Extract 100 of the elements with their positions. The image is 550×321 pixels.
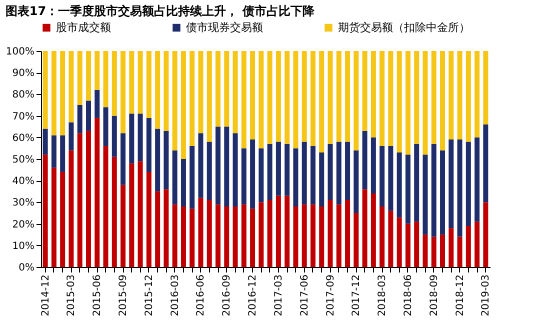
bar bbox=[380, 146, 385, 207]
bar bbox=[396, 152, 402, 218]
bar bbox=[440, 150, 446, 235]
bar bbox=[276, 142, 281, 196]
bar bbox=[224, 126, 230, 207]
bar bbox=[164, 51, 169, 131]
bar bbox=[336, 51, 342, 142]
bar bbox=[129, 51, 134, 114]
bar bbox=[466, 142, 471, 226]
bar bbox=[103, 146, 108, 267]
bar bbox=[190, 208, 195, 267]
bar bbox=[396, 51, 402, 153]
x-tick-label: 2019-03 bbox=[480, 274, 492, 316]
bar bbox=[68, 150, 74, 267]
bar bbox=[112, 116, 117, 157]
bar bbox=[362, 130, 368, 190]
bar bbox=[138, 114, 143, 162]
bar bbox=[388, 51, 394, 146]
bar bbox=[216, 51, 221, 127]
bar bbox=[180, 206, 186, 267]
bar bbox=[51, 135, 56, 168]
bar bbox=[405, 154, 410, 224]
bar bbox=[250, 51, 256, 140]
y-tick-label: 20% bbox=[12, 219, 34, 230]
bar bbox=[129, 114, 134, 164]
bar bbox=[440, 51, 446, 150]
bar bbox=[345, 51, 350, 142]
bar bbox=[94, 51, 100, 90]
x-tick-label: 2018-12 bbox=[454, 274, 466, 316]
bar bbox=[422, 234, 428, 267]
bar bbox=[319, 206, 324, 267]
bar bbox=[284, 144, 290, 196]
bar bbox=[206, 142, 212, 200]
y-tick-label: 50% bbox=[12, 154, 34, 166]
bar bbox=[336, 142, 342, 204]
x-tick-label: 2018-09 bbox=[428, 274, 440, 316]
bar bbox=[258, 148, 264, 202]
bar bbox=[310, 51, 316, 146]
bar bbox=[224, 51, 230, 127]
legend-label: 期货交易额（扣除中金所） bbox=[338, 20, 470, 34]
bar bbox=[422, 51, 428, 155]
bar bbox=[276, 51, 281, 142]
y-tick-label: 60% bbox=[12, 132, 34, 144]
bar bbox=[94, 90, 100, 118]
bar bbox=[206, 51, 212, 142]
x-tick-label: 2015-12 bbox=[144, 274, 155, 316]
bar bbox=[440, 234, 446, 267]
bar bbox=[293, 51, 298, 148]
bar bbox=[60, 172, 66, 267]
bar bbox=[258, 202, 264, 267]
bar bbox=[77, 51, 82, 105]
bar bbox=[354, 51, 359, 150]
x-tick-label: 2017-06 bbox=[299, 274, 310, 316]
bar bbox=[138, 51, 143, 114]
bar bbox=[310, 146, 316, 204]
bar bbox=[354, 150, 359, 213]
bar bbox=[180, 51, 186, 159]
bar bbox=[146, 172, 152, 267]
bar bbox=[232, 206, 238, 267]
bar bbox=[370, 51, 376, 138]
bar bbox=[172, 51, 178, 150]
bar bbox=[68, 51, 74, 122]
bar bbox=[42, 128, 48, 155]
legend-label: 股市成交额 bbox=[56, 20, 111, 34]
y-tick-label: 90% bbox=[12, 68, 34, 80]
y-tick-label: 0% bbox=[18, 262, 34, 274]
bar bbox=[267, 144, 272, 200]
bar bbox=[146, 51, 152, 118]
bar bbox=[388, 210, 394, 267]
x-tick-label: 2015-03 bbox=[66, 274, 78, 316]
bar bbox=[370, 194, 376, 267]
bar bbox=[414, 222, 420, 267]
y-tick-label: 40% bbox=[12, 176, 34, 188]
bar bbox=[483, 51, 488, 124]
bar bbox=[250, 208, 256, 267]
bar bbox=[431, 144, 436, 237]
bar bbox=[284, 51, 290, 144]
bar bbox=[103, 107, 108, 146]
bar bbox=[380, 206, 385, 267]
bar bbox=[164, 130, 169, 190]
bar bbox=[250, 140, 256, 209]
bar bbox=[190, 146, 195, 209]
bar bbox=[77, 105, 82, 134]
bar bbox=[302, 51, 307, 142]
x-tick-label: 2017-03 bbox=[273, 274, 284, 316]
bar bbox=[224, 206, 230, 267]
bar bbox=[328, 51, 333, 144]
bar bbox=[293, 206, 298, 267]
bar bbox=[414, 51, 420, 144]
x-tick-label: 2016-12 bbox=[248, 274, 259, 316]
bar bbox=[112, 156, 117, 267]
bar bbox=[155, 128, 160, 192]
bar bbox=[77, 133, 82, 267]
bar bbox=[370, 137, 376, 194]
x-tick-label: 2018-06 bbox=[402, 274, 414, 316]
bar bbox=[457, 140, 462, 237]
y-tick-label: 30% bbox=[12, 198, 34, 209]
bar bbox=[483, 202, 488, 267]
bar bbox=[232, 51, 238, 134]
bar bbox=[241, 148, 246, 204]
